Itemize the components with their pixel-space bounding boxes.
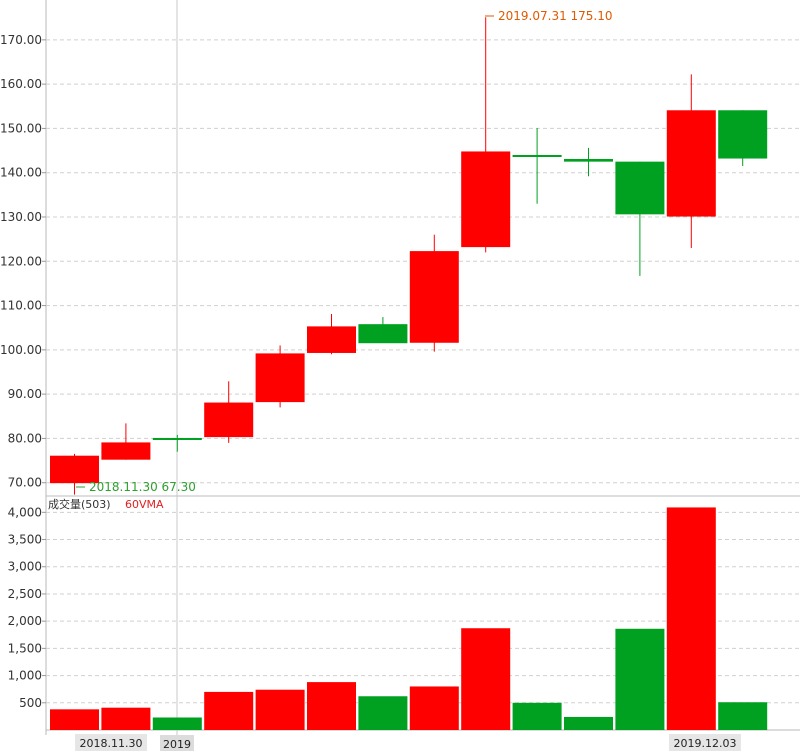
volume-bar — [358, 696, 408, 730]
volume-bar — [718, 702, 768, 730]
volume-bar — [512, 702, 562, 730]
volume-title: 成交量(503) — [48, 497, 111, 511]
volume-tick-label: 2,500 — [8, 587, 42, 601]
price-tick-label: 170.00 — [0, 33, 42, 47]
volume-bar — [101, 707, 151, 730]
high-annotation: 2019.07.31 175.10 — [485, 9, 613, 23]
price-tick-label: 80.00 — [8, 431, 42, 445]
high-annotation-label: 2019.07.31 175.10 — [498, 9, 613, 23]
x-label-box-end — [669, 734, 741, 751]
price-tick-label: 100.00 — [0, 343, 42, 357]
volume-bar — [204, 691, 254, 730]
volume-series — [50, 507, 768, 730]
candle-body — [204, 402, 254, 438]
candle-body — [50, 455, 99, 484]
candle-body — [461, 151, 511, 248]
candle-body — [152, 437, 202, 440]
x-axis: 2018.11.30 2019 2019.12.03 — [75, 734, 741, 751]
volume-bar — [615, 628, 665, 730]
volume-tick-label: 1,000 — [8, 669, 42, 683]
x-label-year: 2019 — [163, 738, 191, 751]
volume-tick-label: 1,500 — [8, 641, 42, 655]
candle-body — [512, 155, 562, 157]
candle-body — [101, 442, 151, 460]
price-tick-label: 130.00 — [0, 210, 42, 224]
volume-tick-label: 2,000 — [8, 614, 42, 628]
volume-tick-label: 500 — [19, 696, 42, 710]
candle-body — [564, 158, 613, 162]
candle-body — [615, 161, 665, 215]
price-tick-label: 90.00 — [8, 387, 42, 401]
volume-bar — [409, 686, 459, 730]
volume-bar — [461, 628, 511, 730]
volume-bar — [255, 689, 305, 730]
candle-body — [666, 110, 716, 217]
candle-body — [307, 326, 356, 353]
candle-body — [358, 324, 408, 344]
price-tick-label: 140.00 — [0, 166, 42, 180]
volume-bar — [307, 682, 356, 730]
volume-y-axis: 500 1,000 1,500 2,000 2,500 3,000 3,500 4,000 — [8, 505, 46, 710]
volume-tick-label: 3,000 — [8, 560, 42, 574]
x-label-start: 2018.11.30 — [80, 737, 143, 750]
candle-body — [718, 110, 768, 159]
candlestick-series — [50, 17, 768, 495]
volume-bar — [50, 709, 99, 730]
volume-tick-label: 3,500 — [8, 533, 42, 547]
volume-tick-label: 4,000 — [8, 505, 42, 519]
price-tick-label: 70.00 — [8, 476, 42, 490]
low-annotation-label: 2018.11.30 67.30 — [89, 480, 196, 494]
volume-bar — [564, 716, 613, 730]
volume-bar — [152, 717, 202, 730]
price-y-axis: 70.00 80.00 90.00 100.00 110.00 120.00 130.00 1… — [0, 33, 46, 490]
candle-body — [255, 353, 305, 403]
x-label-box-start — [75, 734, 147, 751]
volume-bar — [666, 507, 716, 730]
price-tick-label: 150.00 — [0, 121, 42, 135]
low-annotation: 2018.11.30 67.30 — [76, 480, 196, 494]
volume-ma-label: 60VMA — [125, 498, 164, 511]
x-label-end: 2019.12.03 — [674, 737, 737, 750]
price-tick-label: 120.00 — [0, 254, 42, 268]
x-label-box-year — [160, 735, 194, 751]
price-tick-label: 110.00 — [0, 299, 42, 313]
candle-body — [409, 251, 459, 343]
price-tick-label: 160.00 — [0, 77, 42, 91]
